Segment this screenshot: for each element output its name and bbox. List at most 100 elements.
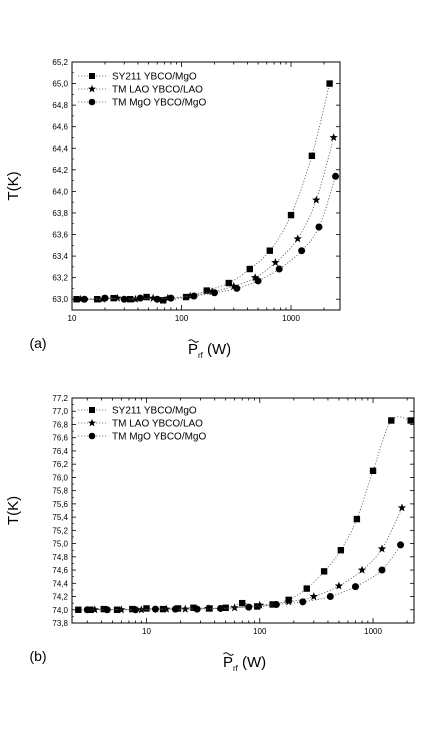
data-point-square (308, 152, 316, 160)
data-point-square (246, 265, 253, 273)
x-tick-label: 1000 (282, 314, 300, 323)
data-point-circle (272, 600, 280, 608)
y-tick-label: 74,2 (52, 593, 68, 602)
legend-marker-circle (88, 98, 96, 106)
series-line-star (94, 507, 403, 611)
y-tick-label: 63,2 (52, 274, 68, 283)
data-point-star (334, 581, 344, 590)
data-point-star (162, 604, 171, 613)
data-point-star (397, 503, 407, 512)
y-tick-label: 64,0 (52, 187, 68, 196)
data-point-square (269, 601, 276, 608)
data-point-square (239, 599, 246, 607)
chart-panel-b: 73,8 74,0 74,2 74,4 74,6 74,8 75,0 75,2 75,4 75,6… (5, 394, 415, 673)
data-point-circle (136, 294, 144, 302)
data-point-star (284, 597, 293, 606)
data-point-square (369, 467, 377, 474)
data-point-star (329, 133, 338, 142)
y-tick-label: 74,0 (52, 606, 68, 615)
x-axis-label-subscript: rf (233, 664, 239, 673)
y-tick-label: 76,8 (52, 420, 68, 429)
y-tick-label: 75,2 (52, 526, 68, 535)
x-axis-label-unit: (W) (207, 341, 231, 358)
data-point-square (388, 417, 395, 424)
data-point-square (225, 279, 232, 287)
y-tick-label: 74,8 (52, 553, 68, 562)
x-tick-label: 1000 (364, 627, 382, 636)
data-point-square (353, 515, 361, 523)
y-axis-label: T(K) (5, 171, 22, 200)
data-point-star (230, 603, 239, 612)
data-point-square (337, 547, 345, 554)
series-line-circle (87, 544, 401, 611)
data-point-square (203, 287, 210, 294)
data-point-circle (378, 566, 386, 574)
data-point-circle (83, 606, 91, 614)
tilde-mark (223, 652, 234, 656)
data-point-square (182, 293, 190, 301)
data-point-circle (326, 593, 334, 601)
data-point-circle (245, 603, 253, 611)
legend-label: TM MgO YBCO/MgO (112, 432, 206, 443)
y-tick-label: 77,2 (52, 394, 68, 403)
y-tick-label: 64,8 (52, 101, 68, 110)
data-point-square (222, 604, 229, 611)
y-tick-label: 63,0 (52, 295, 68, 304)
data-point-square (303, 585, 310, 592)
data-point-star (255, 600, 264, 609)
data-point-star (76, 294, 85, 303)
data-point-star (312, 195, 321, 204)
data-point-star (131, 294, 140, 303)
data-point-circle (190, 292, 198, 300)
data-point-square (287, 211, 295, 219)
data-point-square (407, 417, 414, 424)
data-point-circle (332, 172, 340, 180)
y-tick-label: 64,4 (52, 144, 68, 153)
data-point-square (254, 603, 261, 610)
legend-label: TM MgO YBCO/MgO (112, 98, 206, 109)
data-point-star (309, 592, 318, 601)
data-point-circle (103, 606, 111, 614)
data-point-square (159, 297, 167, 304)
legend-marker-square (89, 73, 95, 79)
series-line-square (78, 416, 411, 611)
data-point-circle (233, 284, 241, 292)
x-axis-label-symbol: P (223, 654, 233, 671)
data-point-star (271, 258, 280, 267)
y-tick-label: 74,6 (52, 566, 68, 575)
legend-marker-star (88, 84, 96, 93)
data-point-square (326, 80, 333, 87)
series-line-square (76, 83, 330, 301)
data-point-star (186, 291, 195, 300)
y-tick-label: 75,8 (52, 487, 68, 496)
data-point-star (293, 234, 302, 243)
legend-label: SY211 YBCO/MgO (112, 406, 197, 417)
legend-label: TM LAO YBCO/LAO (112, 419, 203, 430)
y-tick-label: 76,6 (52, 434, 68, 443)
panel-label: (a) (29, 335, 46, 351)
data-point-square (143, 293, 150, 301)
data-point-circle (254, 277, 262, 285)
data-point-circle (210, 289, 218, 297)
data-point-star (357, 565, 367, 574)
series-line-star (80, 137, 335, 300)
y-tick-label: 64,6 (52, 123, 68, 132)
x-axis-label-subscript: rf (198, 351, 204, 360)
y-tick-label: 65,0 (52, 80, 68, 89)
data-point-circle (397, 541, 405, 549)
y-tick-label: 76,0 (52, 473, 68, 482)
y-tick-label: 73,8 (52, 619, 68, 628)
data-point-circle (299, 598, 307, 606)
data-point-circle (80, 295, 88, 303)
data-point-circle (151, 605, 159, 613)
x-tick-label: 10 (68, 314, 77, 323)
y-tick-label: 64,2 (52, 166, 68, 175)
y-tick-label: 63,4 (52, 252, 68, 261)
x-axis-label-unit: (W) (242, 654, 266, 671)
data-point-star (229, 281, 238, 290)
y-tick-label: 63,6 (52, 231, 68, 240)
y-tick-label: 75,0 (52, 540, 68, 549)
y-tick-label: 75,4 (52, 513, 68, 522)
